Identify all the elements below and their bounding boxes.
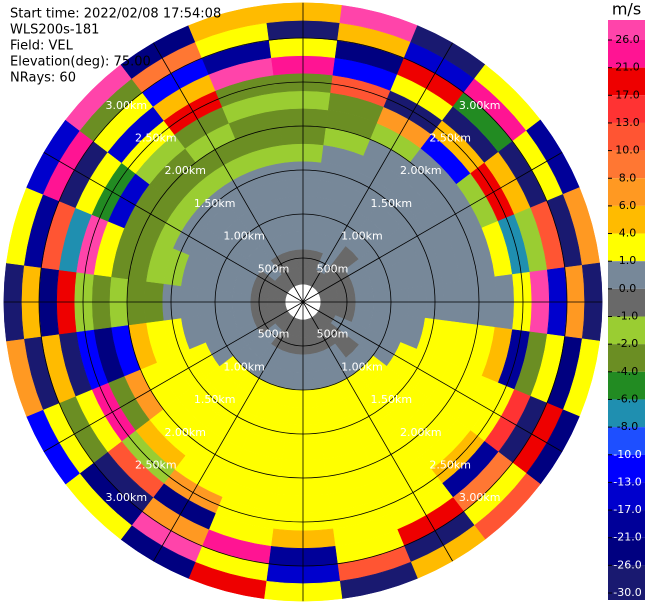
colorbar-segment: [608, 178, 645, 206]
info-line: Elevation(deg): 75.00: [10, 55, 151, 70]
colorbar-segment: [608, 537, 645, 566]
spoke: [302, 301, 453, 562]
colorbar-label: -8.0: [617, 420, 638, 433]
info-line: WLS200s-181: [10, 23, 99, 38]
range-label: 500m: [258, 328, 290, 341]
range-label: 500m: [317, 262, 349, 275]
spoke: [302, 301, 563, 452]
range-label: 2.50km: [429, 132, 471, 145]
colorbar-segment: [608, 399, 645, 428]
spoke: [43, 301, 304, 452]
colorbar-label: -21.0: [613, 531, 641, 544]
spoke: [43, 152, 304, 303]
colorbar-label: 17.0: [615, 88, 640, 101]
range-label: 2.00km: [164, 426, 206, 439]
spoke: [302, 152, 563, 303]
range-label: 2.00km: [400, 164, 442, 177]
colorbar-label: -30.0: [613, 586, 641, 599]
colorbar-segment: [608, 261, 645, 289]
range-label: 1.50km: [371, 393, 413, 406]
colorbar-label: 26.0: [615, 33, 640, 46]
spoke: [302, 42, 453, 303]
colorbar-label: 4.0: [619, 227, 637, 240]
colorbar-segment: [608, 40, 645, 68]
colorbar-segment: [608, 150, 645, 179]
colorbar-label: -6.0: [617, 392, 638, 405]
colorbar-segment: [608, 233, 645, 262]
colorbar-unit: m/s: [612, 0, 641, 19]
range-label: 3.00km: [106, 99, 148, 112]
colorbar-label: 1.0: [619, 254, 637, 267]
colorbar-label: 8.0: [619, 171, 637, 184]
info-line: Start time: 2022/02/08 17:54:08: [10, 7, 221, 22]
range-label: 2.50km: [135, 132, 177, 145]
colorbar-label: 6.0: [619, 199, 637, 212]
colorbar-label: 13.0: [615, 116, 640, 129]
spoke: [153, 42, 304, 303]
colorbar-label: -1.0: [617, 310, 638, 323]
range-label: 2.00km: [400, 426, 442, 439]
colorbar-segment: [608, 95, 645, 123]
colorbar-segment: [608, 427, 645, 455]
spoke: [153, 301, 304, 562]
range-label: 3.00km: [106, 491, 148, 504]
range-label: 1.00km: [341, 360, 383, 373]
range-label: 2.00km: [164, 164, 206, 177]
colorbar-segment: [608, 482, 645, 511]
colorbar-segment: [608, 205, 645, 234]
colorbar-segment: [608, 371, 645, 400]
colorbar-label: -17.0: [613, 503, 641, 516]
range-label: 2.50km: [135, 458, 177, 471]
colorbar-segment: [608, 565, 645, 600]
range-label: 1.00km: [223, 360, 265, 373]
colorbar-label: 10.0: [615, 144, 640, 157]
colorbar-label: 0.0: [619, 282, 637, 295]
colorbar-label: -4.0: [617, 365, 638, 378]
range-label: 3.00km: [459, 99, 501, 112]
range-label: 1.00km: [341, 230, 383, 243]
colorbar-label: -10.0: [613, 448, 641, 461]
colorbar-segment: [608, 510, 645, 538]
colorbar-segment: [608, 288, 645, 317]
colorbar-label: -2.0: [617, 337, 638, 350]
range-label: 2.50km: [429, 458, 471, 471]
range-label: 1.00km: [223, 230, 265, 243]
colorbar-segment: [608, 454, 645, 483]
range-label: 500m: [258, 262, 290, 275]
colorbar-segment: [608, 122, 645, 151]
colorbar-segment: [608, 344, 645, 372]
colorbar-segment: [608, 67, 645, 96]
velocity-cell: [188, 5, 267, 43]
colorbar-segment: [608, 316, 645, 345]
range-label: 1.50km: [371, 197, 413, 210]
range-label: 1.50km: [194, 393, 236, 406]
range-label: 500m: [317, 328, 349, 341]
colorbar-label: -26.0: [613, 558, 641, 571]
colorbar-label: 21.0: [615, 61, 640, 74]
info-line: NRays: 60: [10, 71, 76, 86]
colorbar-segment: [608, 20, 645, 40]
range-label: 1.50km: [194, 197, 236, 210]
info-line: Field: VEL: [10, 39, 74, 54]
range-label: 3.00km: [459, 491, 501, 504]
colorbar-label: -13.0: [613, 475, 641, 488]
